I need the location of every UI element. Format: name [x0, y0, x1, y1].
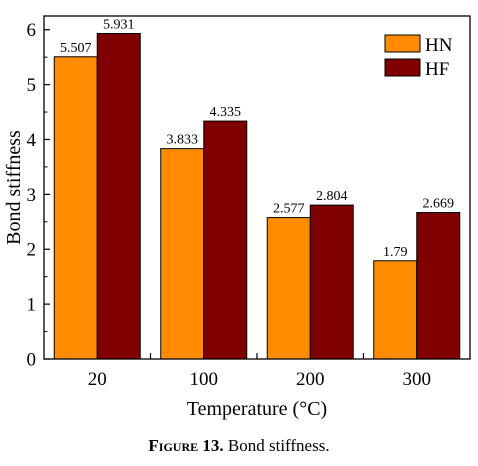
bar-hn-20	[53, 56, 98, 360]
bar-hn-200	[266, 217, 311, 360]
bar-hn-300	[373, 260, 418, 360]
y-tick-label: 6	[27, 20, 37, 41]
x-tick-label-100: 100	[190, 369, 219, 390]
legend-label-hf: HF	[425, 59, 449, 80]
data-label-hf-200: 2.804	[316, 189, 348, 204]
y-tick-label: 5	[27, 75, 37, 96]
data-label-hf-100: 4.335	[210, 105, 242, 120]
bar-hf-100	[203, 120, 248, 360]
data-label-hf-20: 5.931	[103, 18, 135, 33]
data-label-hn-200: 2.577	[273, 202, 305, 217]
y-axis-label: Bond stiffness	[3, 130, 25, 245]
y-tick-label: 0	[27, 350, 37, 371]
figure-caption: Figure 13. Bond stiffness.	[0, 436, 478, 456]
legend-label-hn: HN	[425, 35, 453, 56]
y-tick-label: 2	[27, 240, 37, 261]
data-label-hf-300: 2.669	[423, 197, 455, 212]
y-tick-label: 3	[27, 185, 37, 206]
data-label-hn-300: 1.79	[383, 245, 408, 260]
bar-hf-200	[309, 204, 354, 360]
labels-layer: 5.507 5.931 3.833 4.335 2.577 2.804 1.79 2.669 0…	[3, 18, 454, 420]
x-axis-label: Temperature (°C)	[187, 398, 327, 420]
legend-swatch-hf	[384, 58, 421, 77]
figure-caption-number: 13.	[202, 436, 224, 455]
data-label-hn-20: 5.507	[60, 41, 92, 56]
figure-caption-text: Bond stiffness.	[227, 436, 330, 455]
y-tick-label: 1	[27, 295, 37, 316]
axes-layer	[43, 15, 471, 360]
x-tick-label-300: 300	[403, 369, 432, 390]
x-tick-label-20: 20	[88, 369, 107, 390]
bar-hn-100	[160, 148, 205, 360]
data-label-hn-100: 3.833	[167, 133, 199, 148]
x-tick-label-200: 200	[296, 369, 325, 390]
y-tick-label: 4	[27, 130, 37, 151]
bar-hf-300	[416, 212, 461, 360]
bars-layer	[53, 33, 461, 360]
legend-swatch-hn	[384, 34, 421, 53]
figure-caption-label: Figure	[148, 436, 199, 455]
bar-hf-20	[96, 33, 141, 360]
legend: HN HF	[384, 34, 453, 80]
bond-stiffness-chart: 5.507 5.931 3.833 4.335 2.577 2.804 1.79 2.669 0…	[3, 15, 471, 420]
